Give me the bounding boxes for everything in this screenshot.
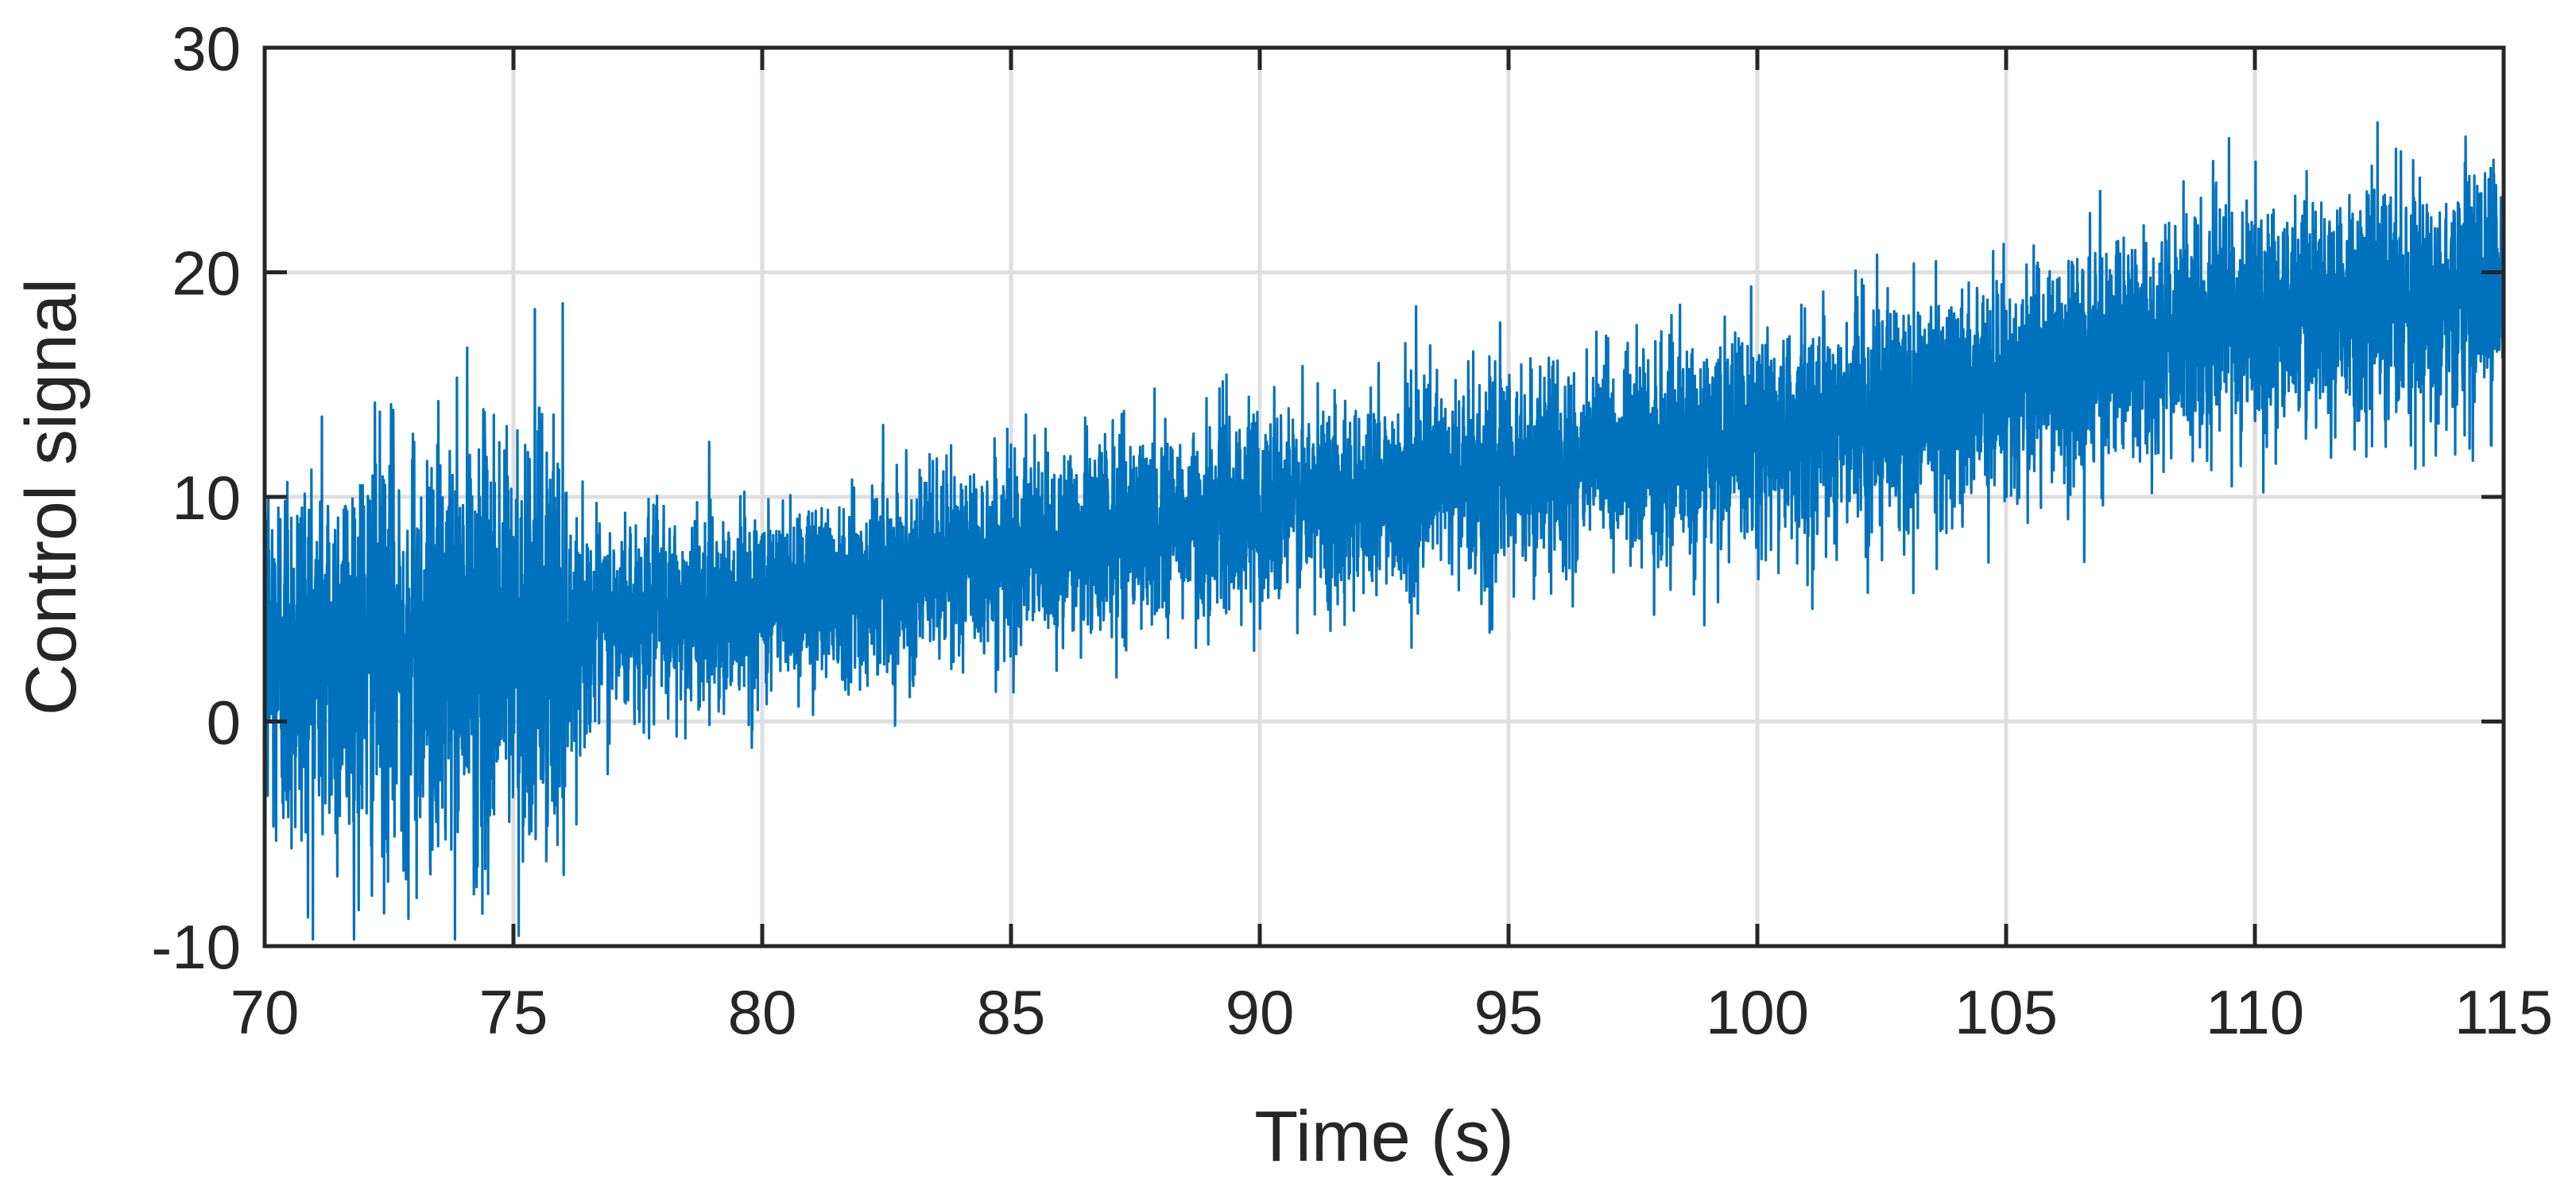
series-layer	[263, 121, 2505, 941]
x-tick-label: 90	[1226, 977, 1295, 1047]
x-tick-labels: 70 75 80 85 90 95 100 105 110 115	[230, 977, 2554, 1047]
y-tick-label: 20	[172, 239, 241, 308]
y-tick-label: 0	[207, 688, 241, 758]
x-tick-label: 100	[1706, 977, 1809, 1047]
x-tick-label: 115	[2454, 977, 2553, 1047]
y-tick-labels: -10 0 10 20 30	[151, 14, 241, 982]
x-tick-label: 80	[728, 977, 797, 1047]
x-tick-label: 105	[1954, 977, 2058, 1047]
y-tick-label: 30	[172, 14, 241, 83]
x-tick-label: 95	[1474, 977, 1544, 1047]
y-tick-label: 10	[172, 463, 241, 533]
x-tick-label: 85	[977, 977, 1046, 1047]
x-tick-label: 70	[230, 977, 300, 1047]
y-axis-label: Control signal	[12, 278, 91, 716]
tick-marks	[262, 45, 2506, 949]
x-tick-label: 110	[2206, 977, 2304, 1047]
control-signal-line	[263, 121, 2505, 941]
y-tick-label: -10	[151, 912, 241, 982]
x-tick-label: 75	[479, 977, 548, 1047]
x-axis-label: Time (s)	[1254, 1097, 1514, 1177]
